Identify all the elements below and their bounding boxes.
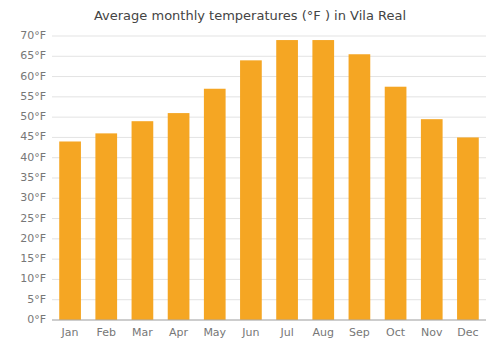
grid-line xyxy=(52,76,486,77)
bar xyxy=(204,89,226,320)
y-tick-label: 25°F xyxy=(20,212,46,225)
y-tick-label: 65°F xyxy=(20,49,46,62)
x-tick-label: May xyxy=(203,326,226,339)
y-tick-label: 35°F xyxy=(20,171,46,184)
y-tick-label: 60°F xyxy=(20,70,46,83)
x-tick-label: Dec xyxy=(457,326,478,339)
y-tick-label: 50°F xyxy=(20,110,46,123)
x-tick-label: Jun xyxy=(241,326,259,339)
x-tick-label: Mar xyxy=(132,326,153,339)
bar xyxy=(349,54,371,320)
x-axis-line xyxy=(52,320,486,321)
y-tick-label: 40°F xyxy=(20,151,46,164)
bar xyxy=(421,119,443,320)
grid-line xyxy=(52,320,486,321)
y-tick-label: 15°F xyxy=(20,252,46,265)
bar xyxy=(312,40,334,320)
x-axis: Jan Feb Mar Apr May Jun Jul Aug Sep Oct Nov Dec xyxy=(52,320,486,339)
y-tick-label: 0°F xyxy=(27,313,46,326)
chart-svg: 0°F 5°F 10°F 15°F 20°F 25°F 30°F 35°F 40°F 45°F 50… xyxy=(0,0,500,350)
y-axis: 0°F 5°F 10°F 15°F 20°F 25°F 30°F 35°F 40°F 45°F 50… xyxy=(20,29,46,326)
y-tick-label: 45°F xyxy=(20,130,46,143)
bar xyxy=(457,137,479,320)
x-tick-label: Apr xyxy=(169,326,189,339)
y-tick-label: 55°F xyxy=(20,90,46,103)
x-tick-label: Aug xyxy=(313,326,334,339)
bar xyxy=(132,121,154,320)
bars xyxy=(59,40,479,320)
grid-line xyxy=(52,56,486,57)
x-tick-label: Oct xyxy=(386,326,406,339)
bar xyxy=(276,40,298,320)
x-tick-label: Nov xyxy=(421,326,443,339)
x-tick-label: Feb xyxy=(97,326,116,339)
bar xyxy=(59,141,81,320)
bar xyxy=(168,113,190,320)
y-tick-label: 10°F xyxy=(20,272,46,285)
bar xyxy=(95,133,117,320)
y-tick-label: 70°F xyxy=(20,29,46,42)
bar xyxy=(240,60,262,320)
x-tick-label: Jan xyxy=(61,326,79,339)
y-grid xyxy=(52,36,486,320)
y-tick-label: 30°F xyxy=(20,191,46,204)
chart-title: Average monthly temperatures (°F ) in Vi… xyxy=(94,8,406,23)
x-tick-label: Sep xyxy=(349,326,370,339)
grid-line xyxy=(52,117,486,118)
y-tick-label: 20°F xyxy=(20,232,46,245)
y-tick-label: 5°F xyxy=(27,293,46,306)
bar xyxy=(385,87,407,320)
chart-container: 0°F 5°F 10°F 15°F 20°F 25°F 30°F 35°F 40°F 45°F 50… xyxy=(0,0,500,350)
grid-line xyxy=(52,36,486,37)
grid-line xyxy=(52,96,486,97)
x-tick-label: Jul xyxy=(279,326,293,339)
